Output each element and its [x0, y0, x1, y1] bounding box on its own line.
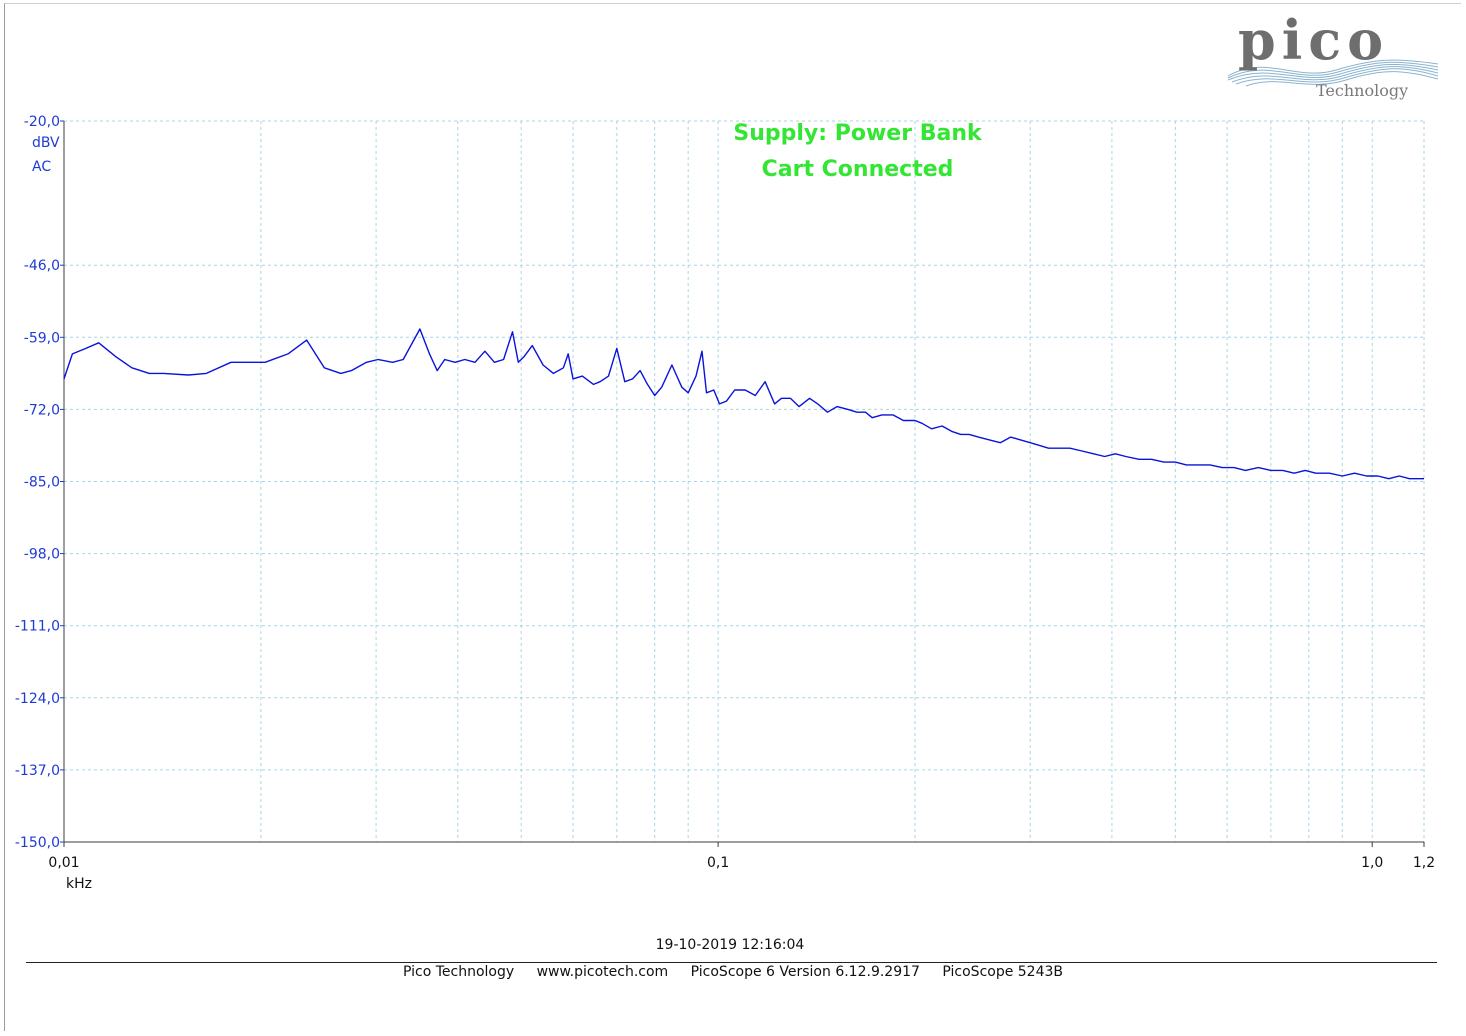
logo-subtitle: Technology — [1316, 81, 1409, 100]
footer: Pico Technology www.picotech.com PicoSco… — [0, 964, 1466, 980]
y-tick-label: -85,0 — [24, 475, 60, 491]
y-tick-label: -137,0 — [15, 763, 60, 779]
x-tick-label: 1,0 — [1361, 855, 1383, 871]
y-tick-label: -46,0 — [24, 258, 60, 274]
y-axis-coupling: AC — [32, 159, 52, 175]
logo-wave-icon — [1227, 59, 1439, 87]
y-tick-label: -72,0 — [24, 402, 60, 418]
annotation-line-2: Cart Connected — [761, 157, 954, 182]
x-axis-unit: kHz — [66, 876, 92, 892]
timestamp: 19-10-2019 12:16:04 — [655, 937, 805, 953]
series-line-0 — [63, 328, 1424, 480]
y-tick-label: -20,0 — [24, 114, 60, 130]
y-tick-label: -111,0 — [15, 619, 60, 635]
footer-device: PicoScope 5243B — [942, 964, 1064, 980]
y-tick-label: -98,0 — [24, 547, 60, 563]
x-tick-label: 0,01 — [48, 855, 79, 871]
y-tick-label: -150,0 — [15, 835, 60, 851]
footer-website: www.picotech.com — [536, 964, 669, 980]
x-tick-label: 0,1 — [707, 855, 729, 871]
pico-logo: pico Technology — [1226, 8, 1441, 104]
y-axis-unit: dBV — [32, 135, 60, 151]
footer-version: PicoScope 6 Version 6.12.9.2917 — [690, 964, 920, 980]
y-tick-label: -124,0 — [15, 691, 60, 707]
y-tick-label: -59,0 — [24, 330, 60, 346]
logo-word: pico — [1238, 8, 1390, 72]
footer-divider — [26, 962, 1437, 963]
page-frame — [4, 3, 1461, 1031]
x-tick-label: 1,2 — [1413, 855, 1435, 871]
footer-company: Pico Technology — [402, 964, 515, 980]
annotation-line-1: Supply: Power Bank — [733, 121, 982, 146]
